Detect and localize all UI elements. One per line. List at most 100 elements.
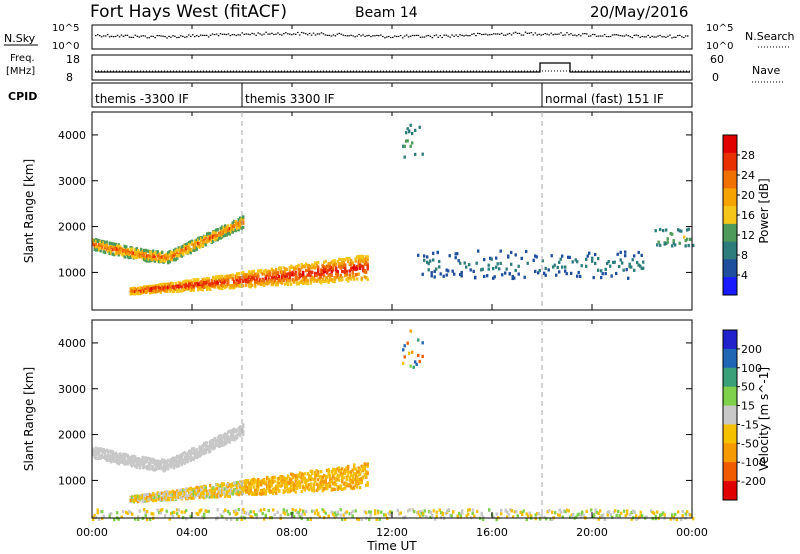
data-cell (179, 495, 182, 500)
data-cell (210, 284, 213, 288)
data-cell (129, 292, 132, 296)
data-cell (210, 489, 213, 493)
data-cell (201, 450, 204, 454)
data-cell (182, 280, 185, 284)
data-cell (135, 497, 138, 501)
data-cell (224, 231, 227, 235)
data-cell (231, 428, 234, 432)
data-cell (366, 255, 369, 259)
data-cell (357, 466, 360, 470)
data-cell (354, 509, 357, 513)
noise-point (657, 35, 659, 37)
data-cell (363, 275, 366, 279)
data-cell (143, 462, 146, 467)
data-cell (284, 482, 287, 486)
data-cell (318, 475, 321, 479)
data-cell (306, 486, 309, 490)
data-cell (628, 265, 631, 269)
data-cell (134, 455, 137, 459)
data-cell (278, 483, 281, 488)
data-cell (458, 511, 461, 515)
noise-point (378, 35, 380, 37)
data-cell (189, 449, 192, 453)
data-cell (417, 512, 420, 516)
data-cell (305, 509, 308, 514)
data-cell (159, 491, 162, 495)
data-cell (612, 260, 615, 264)
data-cell (167, 251, 170, 255)
data-cell (174, 257, 177, 261)
freq-tick-bottom: 8 (66, 71, 73, 84)
noise-point (556, 33, 558, 35)
data-cell (330, 477, 333, 481)
data-cell (92, 517, 95, 521)
data-cell (363, 462, 366, 466)
data-cell (213, 436, 216, 441)
data-cell (318, 277, 321, 281)
data-cell (191, 286, 194, 290)
data-cell (192, 487, 195, 491)
data-cell (173, 251, 176, 255)
data-cell (179, 289, 182, 293)
data-cell (608, 510, 611, 514)
data-cell (551, 517, 554, 521)
data-cell (176, 254, 179, 258)
data-cell (614, 509, 617, 513)
data-cell (228, 286, 231, 290)
data-cell (613, 260, 616, 264)
data-cell (242, 425, 245, 429)
data-cell (111, 459, 114, 463)
data-cell (544, 273, 547, 277)
data-cell (122, 253, 125, 257)
colorbar-tick-label: -100 (741, 456, 766, 469)
data-cell (224, 280, 227, 284)
noise-point (681, 36, 683, 38)
colorbar-swatch (723, 386, 737, 407)
data-cell (558, 270, 561, 274)
data-cell (237, 508, 240, 512)
data-cell (218, 490, 221, 495)
data-cell (203, 515, 206, 519)
data-cell (219, 284, 222, 288)
data-cell (197, 238, 200, 242)
data-cell (117, 251, 120, 255)
data-cell (539, 517, 542, 521)
data-cell (354, 474, 357, 478)
data-cell (525, 249, 528, 254)
data-cell (490, 257, 493, 261)
data-cell (177, 248, 180, 252)
data-cell (162, 461, 165, 466)
data-cell (221, 281, 224, 285)
data-cell (146, 256, 149, 260)
data-cell (365, 255, 368, 259)
data-cell (615, 271, 618, 276)
data-cell (362, 256, 365, 260)
noise-point (142, 35, 144, 37)
data-cell (165, 284, 168, 288)
data-cell (285, 476, 288, 480)
data-cell (152, 492, 155, 496)
data-cell (174, 490, 177, 494)
noise-point (344, 35, 346, 37)
data-cell (209, 236, 212, 240)
data-cell (332, 482, 335, 486)
data-cell (149, 251, 152, 255)
data-cell (209, 444, 212, 448)
data-cell (512, 515, 515, 519)
data-cell (477, 249, 480, 253)
data-cell (144, 287, 147, 291)
data-cell (359, 481, 362, 485)
data-cell (327, 514, 330, 518)
data-cell (95, 242, 98, 246)
data-cell (659, 243, 662, 247)
data-cell (225, 284, 228, 288)
data-cell (257, 480, 260, 484)
data-cell (356, 476, 359, 480)
data-cell (672, 241, 675, 245)
noise-point (675, 36, 677, 38)
data-cell (516, 514, 519, 518)
data-cell (515, 510, 518, 514)
data-cell (107, 246, 110, 250)
data-cell (243, 273, 246, 277)
data-cell (270, 479, 273, 483)
